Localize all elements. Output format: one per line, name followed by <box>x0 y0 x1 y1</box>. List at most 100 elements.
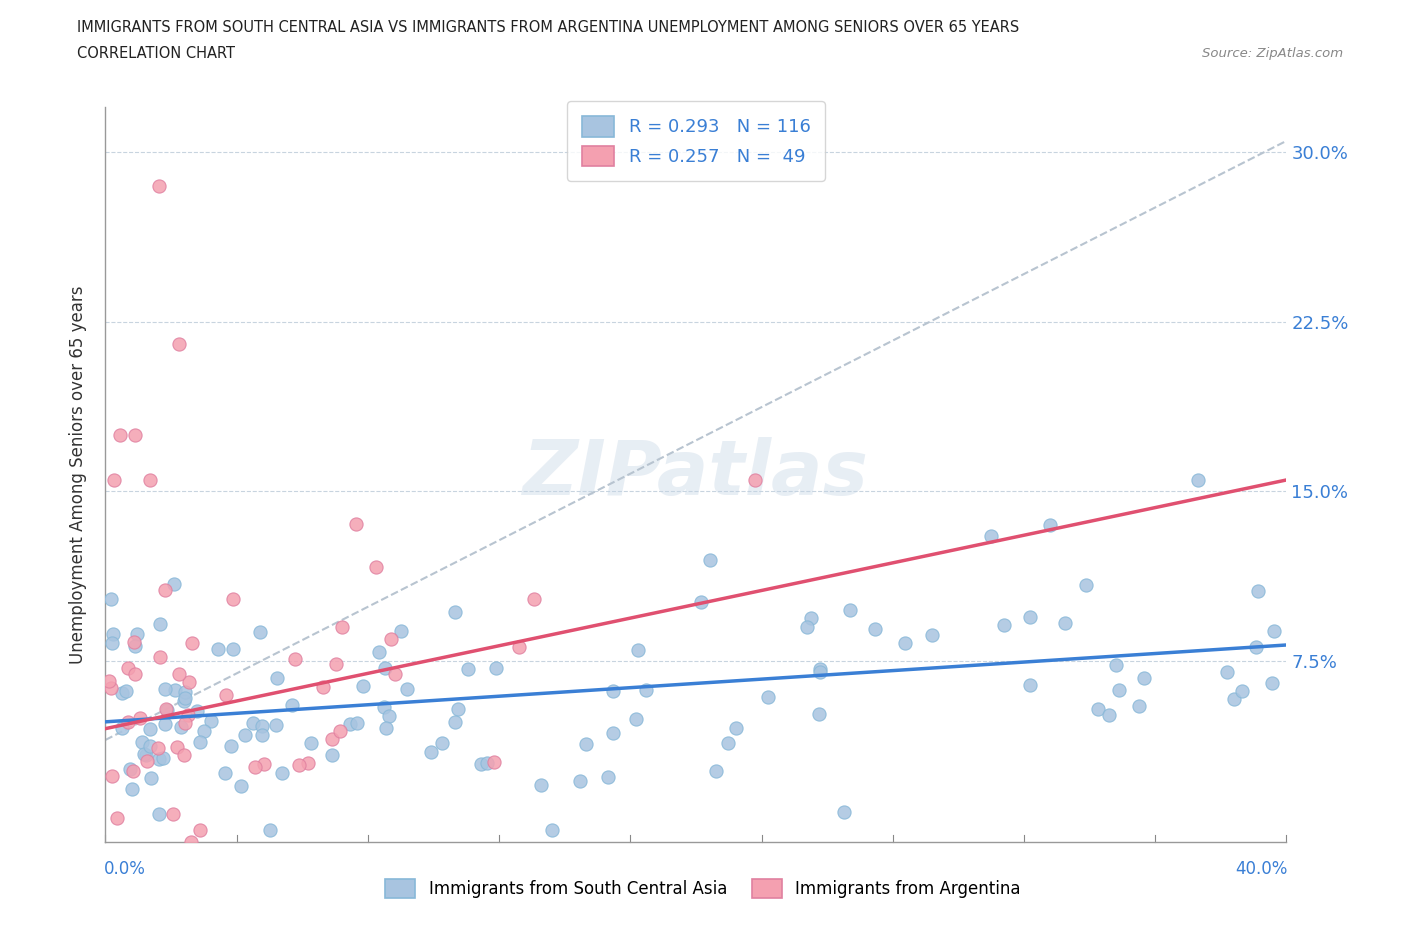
Y-axis label: Unemployment Among Seniors over 65 years: Unemployment Among Seniors over 65 years <box>69 286 87 663</box>
Point <box>756 690 779 705</box>
Point <box>482 754 505 769</box>
Point <box>271 765 294 780</box>
Point <box>117 661 139 676</box>
Point <box>155 701 177 716</box>
Point <box>1230 684 1253 698</box>
Point <box>100 681 122 696</box>
Point <box>124 427 146 442</box>
Point <box>166 739 188 754</box>
Point <box>193 724 215 738</box>
Point <box>200 713 222 728</box>
Point <box>1053 616 1076 631</box>
Point <box>420 745 443 760</box>
Point <box>475 756 498 771</box>
Point <box>297 756 319 771</box>
Legend: R = 0.293   N = 116, R = 0.257   N =  49: R = 0.293 N = 116, R = 0.257 N = 49 <box>567 101 825 181</box>
Point <box>627 643 650 658</box>
Point <box>153 582 176 597</box>
Point <box>264 717 287 732</box>
Point <box>1261 676 1284 691</box>
Point <box>169 337 191 352</box>
Point <box>634 683 657 698</box>
Point <box>222 591 245 606</box>
Point <box>122 635 145 650</box>
Point <box>250 719 273 734</box>
Point <box>219 738 242 753</box>
Point <box>148 807 170 822</box>
Point <box>744 472 766 487</box>
Legend: Immigrants from South Central Asia, Immigrants from Argentina: Immigrants from South Central Asia, Immi… <box>378 872 1028 905</box>
Point <box>447 701 470 716</box>
Point <box>808 706 831 721</box>
Point <box>312 680 335 695</box>
Text: Source: ZipAtlas.com: Source: ZipAtlas.com <box>1202 46 1343 60</box>
Point <box>139 722 162 737</box>
Point <box>1128 698 1150 713</box>
Point <box>330 619 353 634</box>
Point <box>444 604 467 619</box>
Point <box>266 671 288 685</box>
Point <box>243 759 266 774</box>
Point <box>374 660 396 675</box>
Point <box>146 740 169 755</box>
Point <box>921 628 943 643</box>
Point <box>377 709 399 724</box>
Point <box>602 726 624 741</box>
Point <box>321 731 343 746</box>
Point <box>153 716 176 731</box>
Point <box>1018 609 1040 624</box>
Point <box>980 529 1002 544</box>
Point <box>366 560 388 575</box>
Point <box>172 845 194 860</box>
Point <box>346 716 368 731</box>
Point <box>839 603 862 618</box>
Point <box>165 683 187 698</box>
Point <box>1098 708 1121 723</box>
Point <box>689 595 711 610</box>
Point <box>250 728 273 743</box>
Point <box>375 721 398 736</box>
Point <box>1187 472 1209 487</box>
Point <box>229 778 252 793</box>
Point <box>115 684 138 698</box>
Point <box>457 662 479 677</box>
Point <box>1247 584 1270 599</box>
Point <box>1133 671 1156 685</box>
Point <box>215 687 238 702</box>
Point <box>180 834 202 849</box>
Point <box>100 768 122 783</box>
Point <box>352 679 374 694</box>
Point <box>117 715 139 730</box>
Text: CORRELATION CHART: CORRELATION CHART <box>77 46 235 61</box>
Point <box>173 748 195 763</box>
Point <box>233 727 256 742</box>
Point <box>530 778 553 793</box>
Text: ZIPatlas: ZIPatlas <box>523 437 869 512</box>
Point <box>1039 518 1062 533</box>
Point <box>568 774 591 789</box>
Text: 40.0%: 40.0% <box>1236 860 1288 878</box>
Point <box>188 735 211 750</box>
Point <box>706 764 728 778</box>
Point <box>321 748 343 763</box>
Point <box>181 636 204 651</box>
Point <box>242 715 264 730</box>
Point <box>131 735 153 750</box>
Point <box>214 765 236 780</box>
Point <box>834 805 856 820</box>
Point <box>796 619 818 634</box>
Point <box>329 724 352 738</box>
Point <box>1074 578 1097 592</box>
Point <box>865 621 887 636</box>
Point <box>325 657 347 671</box>
Point <box>799 611 821 626</box>
Point <box>222 642 245 657</box>
Point <box>380 631 402 646</box>
Point <box>162 806 184 821</box>
Point <box>808 665 831 680</box>
Point <box>110 427 132 442</box>
Point <box>389 623 412 638</box>
Point <box>602 684 624 698</box>
Point <box>287 757 309 772</box>
Point <box>148 179 170 193</box>
